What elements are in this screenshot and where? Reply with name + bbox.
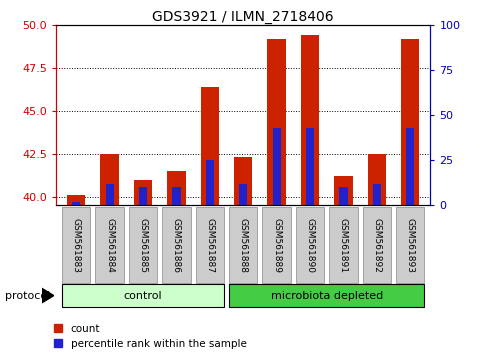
- Bar: [101, 154, 119, 205]
- FancyBboxPatch shape: [62, 285, 224, 307]
- Bar: [405, 128, 414, 205]
- Bar: [267, 39, 285, 205]
- Bar: [234, 157, 252, 205]
- Bar: [339, 187, 347, 205]
- Bar: [367, 154, 385, 205]
- Bar: [167, 171, 185, 205]
- Text: GSM561888: GSM561888: [238, 218, 247, 273]
- Text: GSM561884: GSM561884: [105, 218, 114, 273]
- Title: GDS3921 / ILMN_2718406: GDS3921 / ILMN_2718406: [152, 10, 333, 24]
- Bar: [239, 184, 247, 205]
- FancyBboxPatch shape: [362, 207, 390, 283]
- FancyBboxPatch shape: [262, 207, 290, 283]
- Text: GSM561885: GSM561885: [138, 218, 147, 273]
- FancyBboxPatch shape: [228, 285, 424, 307]
- Text: microbiota depleted: microbiota depleted: [270, 291, 382, 301]
- Bar: [67, 195, 85, 205]
- FancyBboxPatch shape: [95, 207, 123, 283]
- Bar: [172, 187, 180, 205]
- Legend: count, percentile rank within the sample: count, percentile rank within the sample: [54, 324, 246, 349]
- FancyBboxPatch shape: [228, 207, 257, 283]
- FancyBboxPatch shape: [195, 207, 224, 283]
- Text: GSM561887: GSM561887: [205, 218, 214, 273]
- Text: control: control: [123, 291, 162, 301]
- Bar: [400, 39, 419, 205]
- Text: GSM561893: GSM561893: [405, 218, 414, 273]
- Bar: [372, 184, 380, 205]
- Bar: [105, 184, 114, 205]
- Bar: [334, 176, 352, 205]
- Bar: [134, 179, 152, 205]
- FancyBboxPatch shape: [62, 207, 90, 283]
- Polygon shape: [41, 288, 54, 303]
- Text: GSM561892: GSM561892: [372, 218, 381, 273]
- FancyBboxPatch shape: [395, 207, 424, 283]
- Bar: [72, 202, 81, 205]
- Bar: [305, 128, 314, 205]
- FancyBboxPatch shape: [328, 207, 357, 283]
- FancyBboxPatch shape: [129, 207, 157, 283]
- Text: GSM561889: GSM561889: [272, 218, 281, 273]
- Text: GSM561890: GSM561890: [305, 218, 314, 273]
- Bar: [200, 87, 219, 205]
- Text: protocol: protocol: [5, 291, 50, 301]
- Bar: [272, 128, 280, 205]
- Bar: [139, 187, 147, 205]
- Text: GSM561883: GSM561883: [72, 218, 81, 273]
- Text: GSM561891: GSM561891: [338, 218, 347, 273]
- FancyBboxPatch shape: [162, 207, 190, 283]
- Bar: [205, 160, 214, 205]
- FancyBboxPatch shape: [295, 207, 324, 283]
- Text: GSM561886: GSM561886: [172, 218, 181, 273]
- Bar: [300, 35, 319, 205]
